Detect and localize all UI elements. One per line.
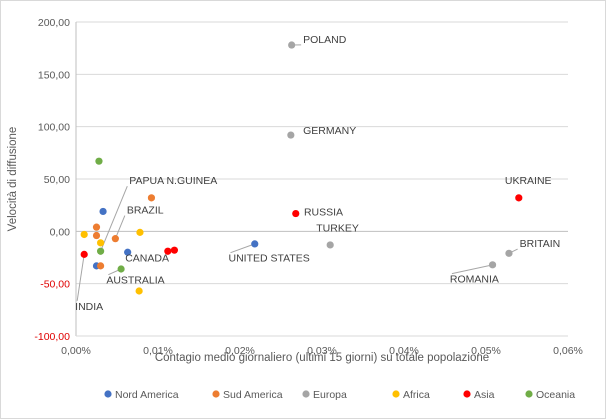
x-axis-title: Contagio medio giornaliero (ultimi 15 gi… [155, 352, 489, 364]
data-point [488, 261, 497, 269]
data-point [99, 207, 107, 216]
annotation-label: UKRAINE [505, 175, 552, 187]
data-point [95, 157, 103, 165]
legend-marker [302, 390, 310, 398]
legend-marker [392, 390, 400, 398]
annotation-label: BRITAIN [520, 238, 561, 250]
y-tick-label: 0,00 [50, 226, 71, 238]
data-point [97, 247, 105, 255]
annotation-label: POLAND [303, 34, 347, 46]
x-tick-label: 0,02% [225, 345, 255, 357]
data-point [111, 235, 119, 243]
x-tick-label: 0,01% [143, 345, 173, 357]
data-point [515, 194, 523, 202]
x-tick-label: 0,04% [389, 345, 419, 357]
data-point [287, 131, 295, 139]
data-point [326, 241, 334, 249]
annotation-label: AUSTRALIA [106, 275, 164, 287]
annotation-leader [100, 186, 128, 252]
legend-label: Nord America [115, 389, 179, 401]
annotation-label: ROMANIA [450, 274, 499, 286]
data-point [97, 239, 105, 247]
data-point [251, 240, 259, 248]
y-tick-label: 150,00 [38, 69, 70, 81]
legend-label: Europa [313, 389, 347, 401]
y-tick-label: 50,00 [44, 174, 70, 186]
annotation-label: CANADA [125, 253, 169, 265]
data-point [117, 265, 125, 273]
annotation-leader [230, 243, 255, 254]
annotation-label: PAPUA N.GUINEA [129, 175, 217, 187]
data-point [80, 250, 88, 258]
data-point [135, 287, 143, 295]
legend-label: Asia [474, 389, 495, 401]
data-point [164, 247, 172, 255]
legend-marker [463, 390, 471, 398]
x-tick-label: 0,03% [307, 345, 337, 357]
annotation-leader [451, 264, 493, 275]
data-point [92, 231, 101, 240]
legend-marker [525, 390, 533, 398]
legend-marker [212, 390, 220, 398]
y-tick-label: 100,00 [38, 122, 70, 134]
data-point [80, 230, 88, 239]
legend-label: Africa [403, 389, 430, 401]
legend-marker [104, 390, 112, 398]
annotation-label: RUSSIA [304, 207, 343, 219]
data-point [288, 41, 296, 49]
legend-label: Oceania [536, 389, 575, 401]
y-tick-label: 200,00 [38, 17, 70, 29]
data-point [124, 248, 132, 256]
data-point [92, 223, 101, 231]
data-point [136, 228, 144, 236]
data-point [170, 246, 178, 254]
data-point [292, 209, 300, 218]
annotation-label: BRAZIL [127, 205, 164, 217]
y-tick-label: -50,00 [40, 279, 70, 291]
y-axis-title: Velocità di diffusione [7, 127, 19, 232]
y-tick-label: -100,00 [34, 331, 70, 343]
data-point [505, 249, 513, 257]
annotation-label: GERMANY [303, 125, 356, 137]
annotation-leader [114, 215, 126, 239]
legend-label: Sud America [223, 389, 283, 401]
annotation-label: INDIA [75, 301, 103, 313]
x-tick-label: 0,06% [553, 345, 583, 357]
data-point [97, 262, 105, 270]
data-point [147, 194, 156, 202]
annotation-label: UNITED STATES [229, 253, 310, 265]
x-tick-label: 0,05% [471, 345, 501, 357]
x-tick-label: 0,00% [61, 345, 91, 357]
annotation-leader [76, 254, 85, 301]
annotation-label: TURKEY [316, 222, 359, 234]
